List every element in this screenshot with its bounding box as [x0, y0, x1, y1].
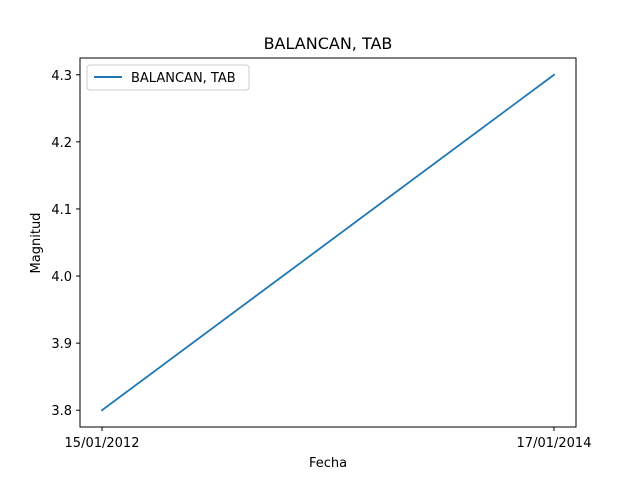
legend-label: BALANCAN, TAB	[131, 71, 236, 86]
y-axis-label: Magnitud	[29, 213, 44, 274]
x-tick-label: 17/01/2014	[517, 436, 592, 451]
y-tick-label: 4.1	[51, 203, 72, 218]
x-axis-label: Fecha	[309, 456, 347, 471]
y-tick-label: 4.2	[51, 136, 72, 151]
x-tick-label: 15/01/2012	[65, 436, 140, 451]
plot-frame	[79, 57, 577, 428]
y-tick-label: 4.3	[51, 69, 72, 84]
series-line	[100, 73, 556, 412]
legend: BALANCAN, TAB	[86, 64, 250, 91]
y-tick-label: 4.0	[51, 270, 72, 285]
y-tick-label: 3.9	[51, 337, 72, 352]
legend-box	[86, 64, 250, 91]
y-axis: 3.8 3.9 4.0 4.1 4.2 4.3	[51, 69, 80, 419]
chart-title: BALANCAN, TAB	[264, 34, 393, 53]
y-tick-label: 3.8	[51, 404, 72, 419]
series-layer	[100, 73, 556, 412]
x-axis: 15/01/2012 17/01/2014	[65, 427, 592, 451]
